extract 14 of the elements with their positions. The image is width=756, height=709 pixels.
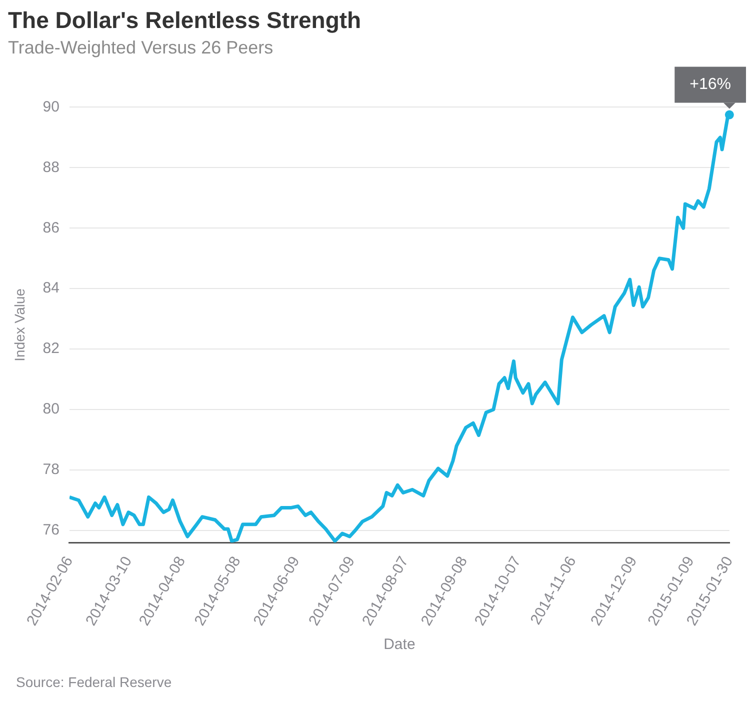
y-tick-label: 80 (42, 400, 60, 418)
y-tick-label: 76 (42, 522, 60, 539)
source-note: Source: Federal Reserve (16, 674, 173, 690)
y-tick-label: 78 (42, 461, 60, 478)
y-tick-label: 82 (42, 340, 60, 358)
y-axis-title: Index Value (11, 288, 28, 362)
y-tick-label: 84 (42, 280, 60, 297)
annotation: +16% (690, 76, 732, 94)
chart-subtitle: Trade-Weighted Versus 26 Peers (8, 37, 274, 58)
y-tick-label: 90 (42, 98, 60, 116)
y-tick-label: 88 (42, 158, 60, 176)
y-tick-label: 86 (42, 219, 60, 236)
x-axis-title: Date (384, 636, 416, 654)
chart-title: The Dollar's Relentless Strength (8, 7, 362, 34)
